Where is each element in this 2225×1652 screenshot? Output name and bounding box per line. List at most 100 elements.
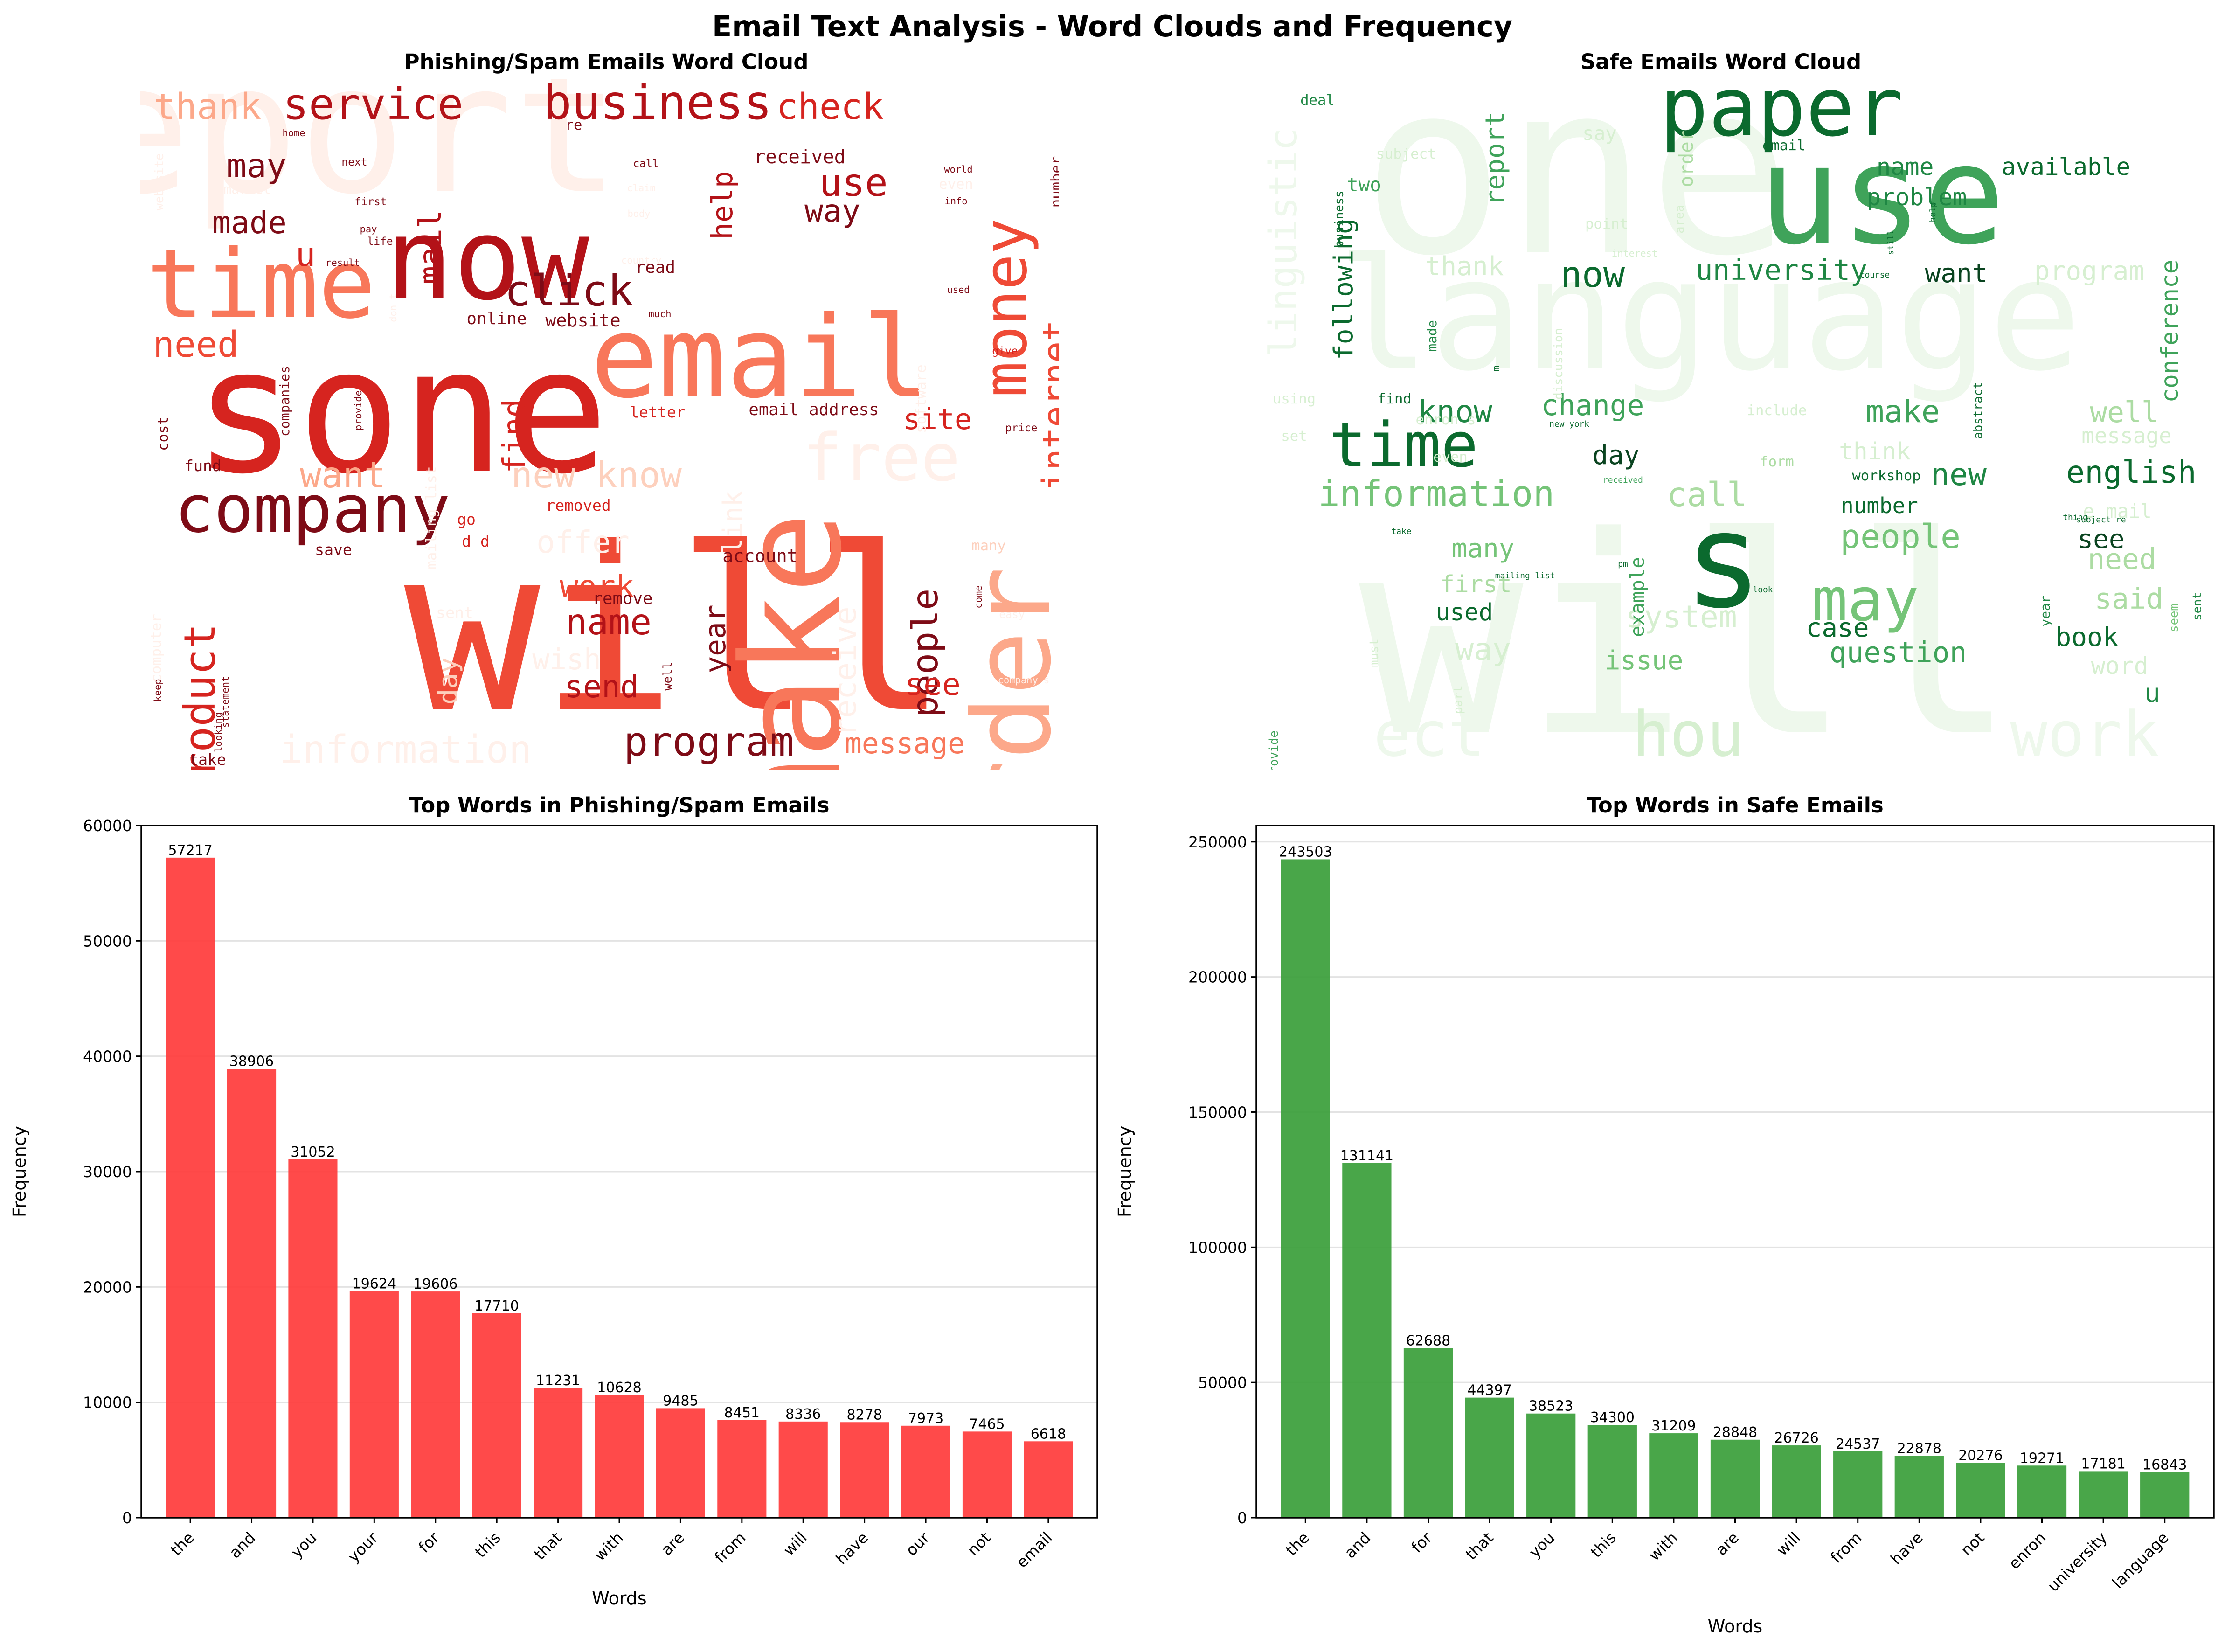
wordcloud-word-well: well [2090,396,2158,429]
wordcloud-word-world: world [944,164,972,175]
y-tick-label: 50000 [1198,1374,1247,1392]
wordcloud-word-want: want [1925,258,1988,289]
data-label: 57217 [168,842,212,859]
wordcloud-word-receive: receive [827,606,863,736]
data-label: 16843 [2142,1457,2187,1473]
wordcloud-word-call: call [1667,475,1747,514]
y-tick-label: 0 [1237,1509,1247,1527]
wordcloud-word-deal: deal [1300,92,1335,109]
wordcloud-word-help: help [1928,202,1938,222]
wordcloud-word-click: click [505,266,633,316]
wordcloud-word-abstract: abstract [1971,382,1985,439]
wordcloud-word-may: may [1812,566,1919,635]
wordcloud-word-ect: ect [1373,699,1485,770]
wordcloud-spam-title: Phishing/Spam Emails Word Cloud [404,49,809,74]
bar-that [1465,1397,1514,1518]
axes-frame [1255,825,2215,1519]
wordcloud-word-may: may [227,146,287,185]
wordcloud-word-link: link [718,491,748,554]
wordcloud-word-pay: pay [360,223,377,235]
wordcloud-word-example: example [1626,557,1649,637]
wordcloud-word-body: body [627,208,650,219]
y-tick-label: 100000 [1188,1238,1247,1256]
data-label: 22878 [1897,1440,1941,1457]
wordcloud-word-include: include [1747,403,1807,419]
wordcloud-word-site: site [903,403,971,436]
wordcloud-word-letter: letter [630,403,686,421]
wordcloud-word-made: made [212,204,287,241]
wordcloud-word-save: save [315,541,352,559]
bar-chart-spam: Top Words in Phishing/Spam Emails 0 10000 2… [9,793,1098,1609]
wordcloud-word-don-t: don t [388,293,399,322]
x-axis-label: Words [592,1588,646,1609]
bar-your [349,1291,399,1518]
wordcloud-word-email: email [1762,138,1805,154]
data-label: 7973 [908,1410,943,1427]
wordcloud-word-thing: thing [2063,513,2088,522]
wordcloud-word-system: system [1625,598,1737,635]
y-axis-label: Frequency [1115,1126,1135,1217]
wordcloud-word-work: work [2010,699,2159,770]
wordcloud-word-companies: companies [277,366,292,437]
wordcloud-word-number: number [1841,493,1918,518]
wordcloud-word-year: year [2038,595,2053,626]
data-label: 34300 [1590,1409,1635,1426]
wordcloud-word-people: people [905,589,946,717]
bar-are [656,1408,705,1518]
wordcloud-word-university: university [1696,254,1867,287]
wordcloud-word-subject: subject [1376,146,1436,162]
wordcloud-word-even: even [1433,449,1468,465]
wordcloud-word-mailing-list: mailing list [1495,571,1555,581]
wordcloud-word-make: make [1865,393,1940,430]
data-label: 24537 [1836,1436,1880,1452]
wordcloud-word-see: see [2077,524,2124,555]
chart-title: Top Words in Safe Emails [1587,793,1884,818]
wordcloud-word-home: home [282,127,305,139]
wordcloud-word-subject-re: subject re [2076,515,2126,525]
wordcloud-word-statement: statement [220,676,231,728]
bar-university [2079,1471,2128,1518]
wordcloud-word-business: business [543,75,772,131]
wordcloud-word-find: find [1377,391,1412,407]
wordcloud-word-country: country [621,255,661,266]
wordcloud-word-life: life [367,236,393,248]
y-axis-label: Frequency [9,1126,30,1217]
wordcloud-word-will: will [1359,479,2017,797]
data-label: 7465 [969,1416,1005,1432]
bar-the [166,857,215,1518]
wordcloud-word-looking: looking [213,712,224,752]
wordcloud-word-d-d: d d [462,532,490,550]
wordcloud-word-company: company [174,472,450,548]
wordcloud-word-next: next [341,156,367,168]
wordcloud-word-company-s: company s [998,674,1050,686]
wordcloud-word-name: name [1877,153,1934,181]
wordcloud-word-day: day [1592,440,1639,471]
wordcloud-word-give: give [992,345,1018,357]
bar-enron [2017,1465,2067,1518]
y-tick-label: 20000 [83,1278,132,1296]
bar-not [962,1431,1012,1518]
wordcloud-word-remove: remove [593,589,653,608]
wordcloud-word-new: new [511,455,576,496]
bar-you [1526,1413,1576,1518]
wordcloud-word-set: set [1281,428,1307,444]
bar-for [411,1291,460,1518]
wordcloud-word-message: message [2081,423,2171,448]
y-tick-label: 30000 [83,1163,132,1181]
data-label: 19606 [413,1276,457,1292]
wordcloud-word-order: order [950,567,1075,889]
wordcloud-word-day: day [433,657,464,704]
wordcloud-word-two: two [1347,174,1381,196]
y-tick-label: 150000 [1188,1103,1247,1121]
wordcloud-word-much: much [648,308,671,319]
wordcloud-word-easy: easy [999,609,1025,621]
y-tick-label: 40000 [83,1048,132,1066]
wordcloud-word-help: help [706,171,739,239]
wordcloud-word-need: need [153,324,239,366]
wordcloud-word-info: info [944,195,967,207]
wordcloud-word-software: software [913,364,929,433]
wordcloud-word-way: way [804,193,860,229]
wordcloud-word-question: question [1830,636,1967,669]
data-label: 31209 [1651,1418,1696,1434]
wordcloud-word-made: made [1424,320,1440,351]
